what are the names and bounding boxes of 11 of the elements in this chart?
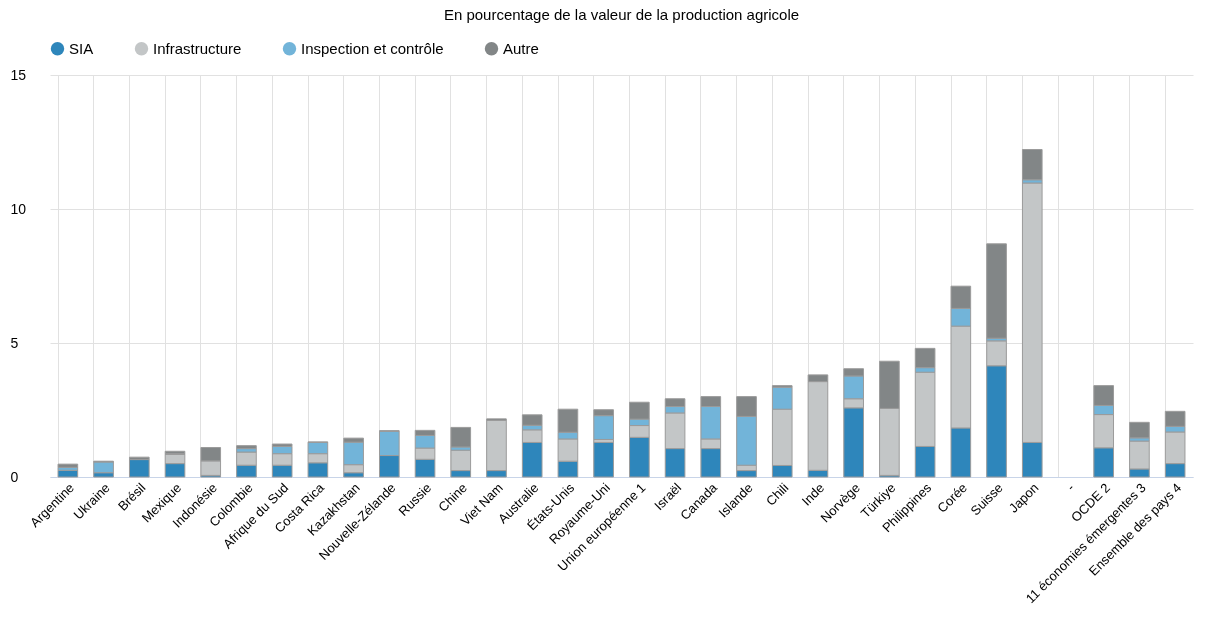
x-tick-label: Chili: [762, 480, 792, 509]
y-tick-label: 5: [10, 334, 19, 351]
legend-label: Infrastructure: [153, 39, 242, 57]
legend-label: Inspection et contrôle: [301, 39, 444, 57]
chart-title: En pourcentage de la valeur de la production agricole: [443, 6, 800, 23]
legend-label: SIA: [69, 39, 94, 57]
y-tick-label: 0: [10, 468, 19, 485]
y-tick-label: 15: [10, 66, 27, 83]
legend-label: Autre: [503, 39, 539, 57]
y-tick-label: 10: [10, 200, 27, 217]
x-tick-label: -: [1063, 480, 1078, 494]
